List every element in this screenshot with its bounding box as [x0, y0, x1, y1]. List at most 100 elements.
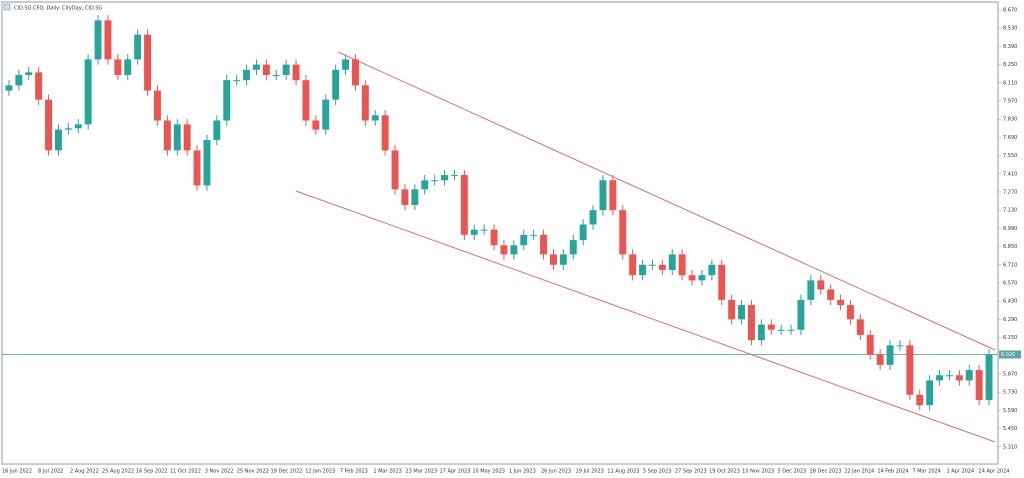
x-tick-label: 16 Sep 2022 [136, 469, 168, 475]
candle-body [579, 224, 587, 241]
y-tick-label: 5.590 [1003, 408, 1017, 414]
y-tick-label: 6.990 [1003, 226, 1017, 232]
candle-body [530, 234, 538, 236]
candle-body [84, 59, 92, 125]
candle-body [74, 124, 82, 129]
y-tick-label: 8.110 [1003, 80, 1017, 86]
x-tick-label: 19 Dec 2022 [271, 469, 303, 475]
candle-body [292, 64, 300, 81]
candle-body [757, 324, 765, 341]
y-tick-label: 6.290 [1003, 317, 1017, 323]
candle-body [955, 375, 963, 381]
candle-body [94, 20, 102, 60]
candle-body [876, 354, 884, 365]
candle-body [252, 64, 260, 70]
x-tick-label: 5 Sep 2023 [643, 469, 672, 475]
candle-body [866, 334, 874, 355]
candle-body [15, 74, 23, 86]
candle-body [540, 234, 548, 255]
y-tick-label: 7.130 [1003, 208, 1017, 214]
y-tick-label: 6.710 [1003, 262, 1017, 268]
candle-body [609, 180, 617, 211]
y-tick-label: 6.150 [1003, 335, 1017, 341]
candle-body [302, 80, 310, 121]
x-tick-label: 24 Apr 2024 [979, 469, 1010, 475]
candle-body [213, 120, 221, 140]
candle-body [698, 275, 706, 281]
candle-body [945, 375, 953, 377]
candle-body [767, 324, 775, 330]
symbol-icon [3, 3, 11, 11]
y-tick-label: 8.390 [1003, 44, 1017, 50]
y-tick-label: 8.530 [1003, 26, 1017, 32]
candle-body [272, 74, 280, 76]
x-tick-label: 1 Apr 2024 [946, 469, 974, 475]
x-tick-label: 3 Nov 2022 [205, 469, 234, 475]
y-tick-label: 7.830 [1003, 117, 1017, 123]
candle-body [312, 120, 320, 130]
channel-upper [337, 51, 996, 351]
chart-title: CID.SG.CFD, Daily: CityDay, CID.SG [14, 6, 102, 12]
candle-body [728, 299, 736, 320]
candle-body [401, 189, 409, 205]
candle-body [718, 264, 726, 300]
y-tick-label: 5.310 [1003, 444, 1017, 450]
candle-body [906, 345, 914, 395]
candle-body [381, 115, 389, 151]
candle-body [233, 80, 241, 82]
candle-body [886, 345, 894, 365]
candle-body [144, 34, 152, 91]
candle-body [500, 245, 508, 255]
candle-body [926, 380, 934, 406]
candle-body [787, 329, 795, 331]
x-tick-label: 26 Jun 2023 [541, 469, 571, 475]
x-tick-label: 1 Jun 2023 [509, 469, 536, 475]
candle-body [559, 254, 567, 265]
candle-body [342, 59, 350, 70]
y-tick-label: 7.410 [1003, 171, 1017, 177]
candle-body [54, 129, 62, 151]
candle-body [747, 305, 755, 341]
candle-body [837, 299, 845, 306]
candle-body [45, 99, 53, 151]
candle-body [421, 180, 429, 190]
x-tick-label: 23 Mar 2023 [405, 469, 437, 475]
candle-body [480, 229, 488, 231]
candle-body [589, 210, 597, 225]
candle-body [5, 85, 13, 91]
x-tick-label: 12 Jan 2023 [305, 469, 335, 475]
candle-body [599, 180, 607, 211]
candle-body [134, 34, 142, 60]
candle-body [450, 175, 458, 177]
candle-body [64, 128, 72, 130]
candle-body [510, 245, 518, 255]
candle-body [104, 20, 112, 60]
channel-lower [295, 190, 996, 443]
y-tick-label: 6.850 [1003, 244, 1017, 250]
candle-body [520, 234, 528, 246]
x-tick-label: 1 Mar 2023 [373, 469, 402, 475]
candle-body [431, 180, 439, 182]
x-tick-label: 22 Jan 2024 [844, 469, 874, 475]
y-tick-label: 5.870 [1003, 371, 1017, 377]
candle-body [173, 124, 181, 151]
x-tick-label: 14 Feb 2024 [877, 469, 908, 475]
y-tick-label: 8.670 [1003, 7, 1017, 13]
candle-body [985, 354, 993, 400]
x-tick-label: 25 Nov 2022 [237, 469, 269, 475]
candle-body [35, 72, 43, 100]
candle-body [688, 275, 696, 281]
candle-body [817, 280, 825, 290]
y-tick-label: 7.970 [1003, 98, 1017, 104]
candle-body [262, 64, 270, 75]
candle-body [827, 289, 835, 300]
candle-body [619, 210, 627, 255]
current-price-box [999, 350, 1021, 359]
y-tick-label: 8.250 [1003, 62, 1017, 68]
candle-body [282, 64, 290, 75]
candle-body [460, 175, 468, 235]
candle-body [648, 264, 656, 266]
x-tick-label: 27 Sep 2023 [675, 469, 707, 475]
plot-frame [1, 1, 999, 465]
candle-body [807, 280, 815, 300]
